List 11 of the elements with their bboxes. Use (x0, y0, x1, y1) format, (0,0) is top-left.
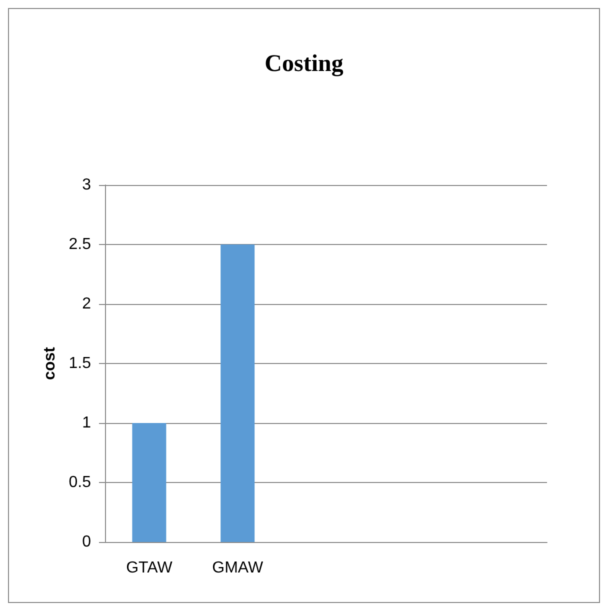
y-axis-title: cost (41, 346, 58, 380)
y-tick-label: 0.5 (68, 474, 92, 491)
y-tick-label: 0 (82, 534, 92, 550)
y-tick-label: 3 (82, 176, 92, 194)
x-tick-label: GTAW (126, 560, 174, 576)
y-tick-label: 1.5 (68, 355, 92, 372)
y-tick-label: 2.5 (68, 236, 92, 253)
chart-title: Costing (264, 51, 344, 77)
y-tick-label: 1 (82, 414, 92, 432)
x-tick-label: GMAW (212, 560, 264, 576)
y-tick-label: 2 (82, 296, 92, 312)
